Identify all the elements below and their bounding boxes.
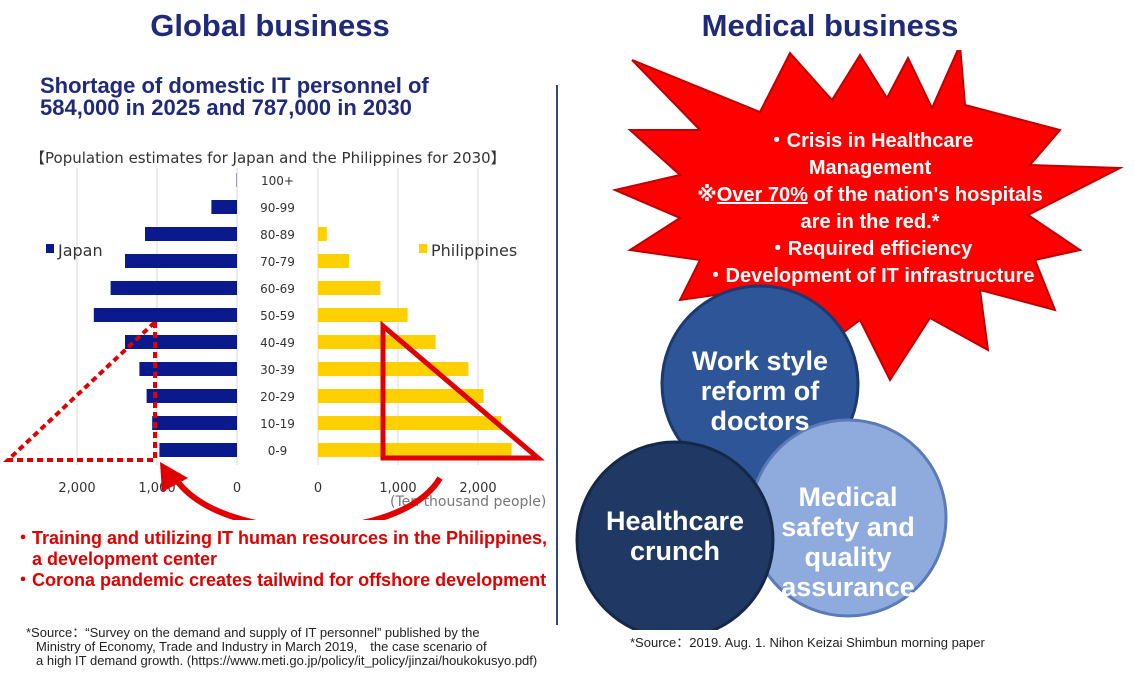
- japan-bar-10-19: [152, 416, 237, 430]
- age-labels: 100+ 90-99 80-89 70-79 60-69 50-59 40-49 30-39 2…: [260, 174, 295, 458]
- japan-bar-60-69: [110, 281, 237, 295]
- japan-bar-0-9: [159, 443, 237, 457]
- burst-line-2: Management: [808, 157, 932, 179]
- age-label-30-39: 30-39: [260, 363, 295, 377]
- age-label-40-49: 40-49: [260, 336, 295, 350]
- burst-line-1: ・Crisis in Healthcare: [766, 130, 974, 152]
- japan-tick-0: 2,000: [58, 481, 95, 496]
- bullet-2: ・Corona pandemic creates tailwind for of…: [14, 570, 547, 590]
- age-label-80-89: 80-89: [260, 228, 295, 242]
- age-label-100+: 100+: [261, 174, 294, 188]
- japan-legend-label: Japan: [57, 241, 103, 260]
- source-left-line-1: *Source：“Survey on the demand and supply…: [26, 625, 480, 640]
- japan-dotted-triangle-annotation: [2, 320, 157, 462]
- age-label-0-9: 0-9: [268, 444, 288, 458]
- philippines-bars: [318, 227, 512, 457]
- japan-bar-20-29: [146, 389, 237, 403]
- age-label-60-69: 60-69: [260, 282, 295, 296]
- age-label-20-29: 20-29: [260, 390, 295, 404]
- philippines-bar-50-59: [318, 308, 408, 322]
- headline-line-2: 584,000 in 2025 and 787,000 in 2030: [40, 95, 412, 120]
- source-left-line-2: Ministry of Economy, Trade and Industry …: [36, 639, 487, 654]
- japan-tick-2: 0: [233, 481, 241, 496]
- japan-bars: [93, 173, 237, 457]
- age-label-50-59: 50-59: [260, 309, 295, 323]
- philippines-bar-60-69: [318, 281, 381, 295]
- philippines-tick-1: 1,000: [379, 481, 416, 496]
- unit-label: (Ten thousand people): [390, 494, 546, 510]
- philippines-bar-30-39: [318, 362, 469, 376]
- population-chart: 100+ 90-99 80-89 70-79 60-69 50-59 40-49 30-39 2…: [2, 168, 546, 520]
- philippines-triangle-annotation: [380, 320, 545, 461]
- japan-bar-50-59: [93, 308, 237, 322]
- philippines-legend-swatch: [419, 244, 427, 253]
- japan-legend-swatch: [46, 244, 54, 253]
- age-label-90-99: 90-99: [260, 201, 295, 215]
- circle-right-label: Medical safety and quality assurance: [781, 482, 915, 602]
- divider: [556, 85, 558, 625]
- japan-bar-30-39: [139, 362, 237, 376]
- right-title: Medical business: [701, 8, 959, 43]
- burst-line-5: ・Required efficiency: [767, 238, 973, 260]
- burst-text: ・Crisis in Healthcare Management ※Over 7…: [640, 128, 1100, 290]
- age-label-70-79: 70-79: [260, 255, 295, 269]
- japan-bar-90-99: [211, 200, 237, 214]
- philippines-bar-10-19: [318, 416, 502, 430]
- japan-bar-80-89: [145, 227, 237, 241]
- philippines-tick-2: 2,000: [459, 481, 496, 496]
- age-label-10-19: 10-19: [260, 417, 295, 431]
- source-right: *Source：2019. Aug. 1. Nihon Keizai Shimb…: [630, 635, 985, 650]
- philippines-tick-0: 0: [314, 481, 322, 496]
- burst-line-4: are in the red.*: [800, 211, 940, 233]
- philippines-bar-0-9: [318, 443, 512, 457]
- medical-graphic: [575, 50, 1124, 630]
- philippines-bar-80-89: [318, 227, 327, 241]
- source-left-line-3: a high IT demand growth. (https://www.me…: [36, 653, 538, 668]
- bullet-1: ・Training and utilizing IT human resourc…: [14, 528, 548, 569]
- headline: Shortage of domestic IT personnel of 584…: [40, 75, 540, 119]
- arrow-head-icon: [160, 462, 188, 492]
- circle-healthcare-crunch: [575, 440, 775, 630]
- circle-top-label: Work style reform of doctors: [691, 346, 829, 436]
- japan-bar-70-79: [125, 254, 237, 268]
- philippines-bar-40-49: [318, 335, 436, 349]
- philippines-bar-70-79: [318, 254, 350, 268]
- circle-left-label: Healthcare crunch: [605, 506, 745, 566]
- source-left: *Source：“Survey on the demand and supply…: [26, 626, 636, 668]
- chart-caption: 【Population estimates for Japan and the …: [30, 149, 506, 167]
- burst-line-6: ・Development of IT infrastructure: [705, 265, 1035, 287]
- explosion-burst: [611, 50, 1124, 383]
- curved-arrow: [172, 476, 443, 520]
- headline-line-1: Shortage of domestic IT personnel of: [40, 73, 429, 98]
- japan-bar-40-49: [125, 335, 237, 349]
- left-title: Global business: [150, 8, 390, 43]
- left-bullets: ・Training and utilizing IT human resourc…: [14, 528, 554, 591]
- philippines-bar-20-29: [318, 389, 484, 403]
- philippines-legend-label: Philippines: [431, 241, 517, 260]
- burst-line-3: ※Over 70% of the nation's hospitals: [697, 184, 1043, 206]
